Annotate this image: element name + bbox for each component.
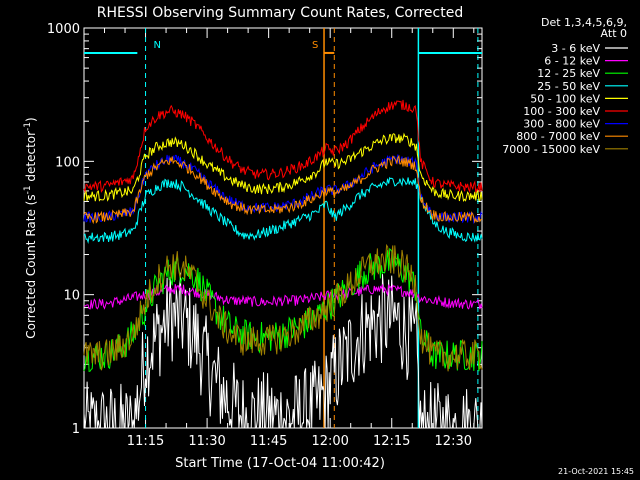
marker-label: N	[154, 40, 161, 51]
legend-title-line2: Att 0	[601, 27, 627, 40]
series-line-50-100keV	[83, 132, 483, 203]
legend-label: 100 - 300 keV	[523, 105, 600, 118]
y-tick-label: 10	[63, 289, 80, 304]
series-line-300-800keV	[83, 154, 483, 225]
legend-title-line1: Det 1,3,4,5,6,9,	[541, 16, 627, 29]
y-tick-label: 100	[55, 155, 80, 170]
legend-label: 300 - 800 keV	[523, 118, 600, 131]
legend-label: 800 - 7000 keV	[516, 130, 600, 143]
x-tick-label: 11:30	[188, 434, 225, 449]
y-axis-label-sup1: -1	[23, 185, 33, 194]
x-tick-label: 11:15	[127, 434, 164, 449]
y-axis-label-sup2: -1	[23, 122, 33, 131]
series-line-7000-15000keV	[83, 243, 483, 372]
y-axis-label: Corrected Count Rate (s-1 detector-1)	[23, 117, 38, 338]
series-line-100-300keV	[83, 99, 483, 194]
x-axis-label: Start Time (17-Oct-04 11:00:42)	[175, 456, 385, 471]
legend-label: 6 - 12 keV	[544, 55, 600, 68]
marker-label: S	[312, 40, 318, 51]
x-tick-label: 12:00	[311, 434, 348, 449]
legend-label: 12 - 25 keV	[537, 67, 600, 80]
legend-label: 25 - 50 keV	[537, 80, 600, 93]
series-line-25-50keV	[83, 176, 483, 244]
series-line-800-7000keV	[83, 154, 483, 225]
x-tick-label: 12:30	[435, 434, 472, 449]
x-axis: 11:15 11:30 11:45 12:00 12:15 12:30	[104, 28, 475, 449]
chart-title: RHESSI Observing Summary Count Rates, Co…	[97, 5, 463, 21]
series-line-3-6keV	[83, 272, 483, 429]
footer-timestamp: 21-Oct-2021 15:45	[558, 467, 634, 476]
legend-label: 3 - 6 keV	[551, 42, 600, 55]
legend-label: 7000 - 15000 keV	[502, 143, 600, 156]
y-axis-label-part: Corrected Count Rate (s	[24, 194, 38, 338]
y-axis-label-end: )	[24, 117, 38, 122]
y-tick-label: 1000	[47, 22, 80, 37]
series-group	[83, 99, 483, 429]
x-tick-label: 11:45	[250, 434, 287, 449]
legend-label: 50 - 100 keV	[530, 92, 600, 105]
x-tick-label: 12:15	[373, 434, 410, 449]
y-axis-label-mid: detector	[24, 131, 38, 186]
series-line-12-25keV	[83, 247, 483, 373]
y-tick-label: 1	[72, 422, 80, 437]
